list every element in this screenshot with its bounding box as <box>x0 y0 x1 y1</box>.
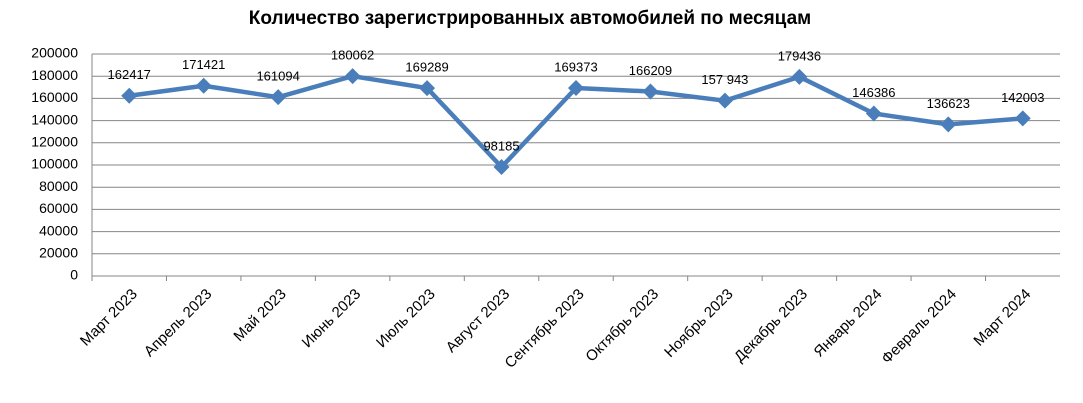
data-label: 136623 <box>927 96 970 111</box>
y-tick-label: 80000 <box>39 178 78 194</box>
data-label: 157 943 <box>701 72 748 87</box>
marker <box>121 87 138 104</box>
x-tick-label: Июнь 2023 <box>299 286 365 352</box>
x-tick-label: Декабрь 2023 <box>731 286 811 366</box>
y-tick-label: 40000 <box>39 222 78 238</box>
data-label: 179436 <box>778 48 821 63</box>
y-tick-label: 20000 <box>39 245 78 261</box>
x-tick-label: Январь 2024 <box>811 286 886 361</box>
x-tick-label: Август 2023 <box>443 286 513 356</box>
y-tick-label: 160000 <box>31 89 78 105</box>
x-tick-label: Апрель 2023 <box>141 286 216 361</box>
marker <box>865 105 882 122</box>
x-tick-label: Октябрь 2023 <box>582 286 662 366</box>
data-label: 162417 <box>108 67 151 82</box>
y-tick-label: 0 <box>70 267 78 283</box>
x-tick-label: Июль 2023 <box>373 286 439 352</box>
marker <box>493 159 510 176</box>
x-tick-label: Сентябрь 2023 <box>502 286 588 372</box>
y-tick-label: 180000 <box>31 67 78 83</box>
data-label: 169373 <box>554 59 597 74</box>
marker <box>940 116 957 133</box>
data-label: 169289 <box>405 60 448 75</box>
data-label: 166209 <box>629 63 672 78</box>
marker <box>195 77 212 94</box>
marker <box>568 79 584 96</box>
y-tick-label: 120000 <box>31 134 78 150</box>
marker <box>791 68 808 85</box>
x-tick-label: Ноябрь 2023 <box>661 286 736 361</box>
marker <box>344 68 361 85</box>
y-tick-label: 100000 <box>31 156 78 172</box>
marker <box>1014 110 1031 127</box>
marker <box>716 92 733 109</box>
marker <box>419 80 436 97</box>
data-label: 146386 <box>852 85 895 100</box>
y-tick-label: 60000 <box>39 200 78 216</box>
x-tick-label: Февраль 2024 <box>878 286 960 368</box>
data-label: 98185 <box>483 138 519 153</box>
data-label: 142003 <box>1001 90 1044 105</box>
chart-title: Количество зарегистрированных автомобиле… <box>249 8 811 29</box>
marker <box>270 89 287 106</box>
data-label: 180062 <box>331 48 374 63</box>
x-tick-label: Май 2023 <box>230 286 289 345</box>
marker <box>642 83 659 100</box>
data-label: 161094 <box>256 69 299 84</box>
y-tick-label: 200000 <box>31 45 78 61</box>
data-label: 171421 <box>182 57 225 72</box>
x-tick-label: Март 2023 <box>77 286 141 350</box>
x-tick-label: Март 2024 <box>970 286 1034 350</box>
y-tick-label: 140000 <box>31 111 78 127</box>
